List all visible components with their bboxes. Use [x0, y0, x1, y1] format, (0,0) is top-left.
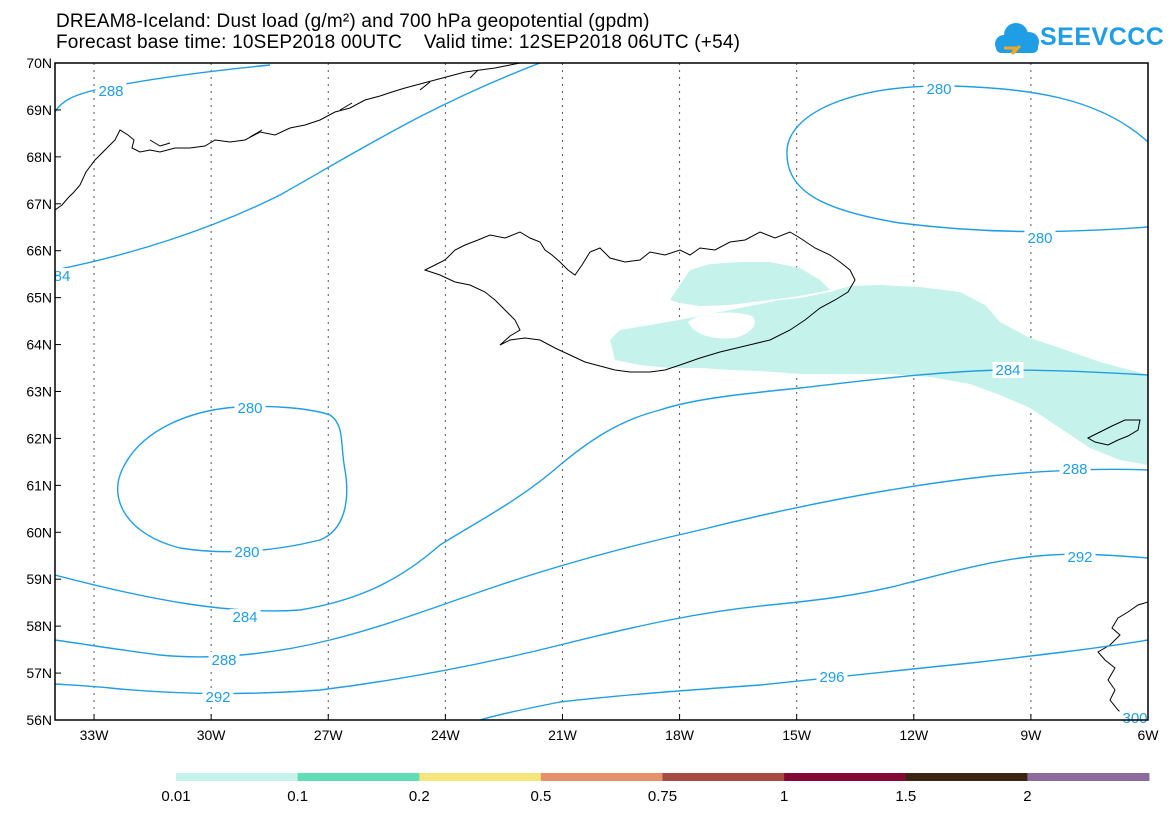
latitude-labels: 56N 57N 58N 59N 60N 61N 62N 63N 64N 65N 66N 67N 68N 6… [26, 55, 52, 728]
colorbar-segment [419, 773, 542, 781]
faroe-islands [1086, 419, 1141, 446]
contour-label-bg [1059, 461, 1091, 477]
colorbar-label: 0.01 [161, 788, 190, 805]
contour-label: 292 [1067, 549, 1092, 566]
lat-label: 57N [26, 665, 52, 681]
logo-text: SEEVCCC [1040, 23, 1165, 51]
colorbar-label: 0.1 [287, 788, 308, 805]
axis-ticks [55, 62, 1149, 721]
lat-label: 64N [26, 337, 52, 353]
contour-label: 280 [237, 400, 262, 417]
greenland-coastline [55, 63, 521, 211]
contour-label: 284 [232, 609, 257, 626]
lon-label: 18W [665, 727, 695, 743]
lat-label: 67N [26, 196, 52, 212]
map-frame [54, 62, 1149, 721]
contour-label-bg [923, 81, 955, 97]
colorbar-label: 0.75 [648, 788, 677, 805]
lon-label: 24W [431, 727, 461, 743]
map-subtitle: Forecast base time: 10SEP2018 00UTC Vali… [56, 32, 741, 53]
contour-label-bg [816, 669, 848, 685]
contour-label-bg [51, 268, 73, 284]
lon-label: 21W [548, 727, 578, 743]
lon-label: 33W [80, 727, 110, 743]
colorbar-label: 2 [1023, 788, 1031, 805]
lon-label: 9W [1020, 727, 1042, 743]
lon-label: 12W [899, 727, 929, 743]
cloud-icon [995, 23, 1039, 56]
contour-label-bg [229, 609, 261, 625]
contour-label-bg [992, 362, 1024, 378]
contour-label-bg [208, 652, 240, 668]
colorbar-label: 0.5 [530, 788, 551, 805]
contour-label: 296 [819, 669, 844, 686]
colorbar-labels: 0.01 0.1 0.2 0.5 0.75 1 1.5 2 [161, 788, 1031, 805]
contour-label: 280 [926, 81, 951, 98]
colorbar-segment [176, 773, 299, 781]
contour-label-bg [234, 400, 266, 416]
lon-label: 30W [197, 727, 227, 743]
dust-load-area [610, 262, 1148, 465]
lon-label: 15W [782, 727, 812, 743]
lat-label: 61N [26, 477, 52, 493]
lat-label: 62N [26, 430, 52, 446]
lat-label: 68N [26, 149, 52, 165]
lat-label: 65N [26, 290, 52, 306]
contour-label-bg [231, 544, 263, 560]
lat-label: 60N [26, 524, 52, 540]
contour-label: 288 [98, 83, 123, 100]
map-title: DREAM8-Iceland: Dust load (g/m²) and 700… [56, 11, 650, 32]
lon-label: 27W [314, 727, 344, 743]
contour-labels: 288 84 280 280 280 280 284 288 292 284 288 292 296 30… [51, 81, 1151, 727]
contour-label: 288 [1062, 461, 1087, 478]
contour-label: 300 [1122, 710, 1147, 727]
lat-label: 59N [26, 571, 52, 587]
contour-label-bg [95, 83, 127, 99]
lon-label: 6W [1138, 727, 1160, 743]
colorbar-label: 0.2 [409, 788, 430, 805]
contour-label: 84 [54, 268, 71, 285]
lat-label: 69N [26, 102, 52, 118]
contour-label: 284 [995, 362, 1020, 379]
colorbar-label: 1 [780, 788, 788, 805]
colorbar-segment [905, 773, 1028, 781]
colorbar-label: 1.5 [895, 788, 916, 805]
colorbar-segment [784, 773, 907, 781]
colorbar-segment [297, 773, 420, 781]
dust-colorbar [176, 773, 1150, 781]
lat-label: 63N [26, 384, 52, 400]
contour-label-bg [1119, 710, 1151, 726]
lat-label: 56N [26, 712, 52, 728]
lat-label: 58N [26, 618, 52, 634]
contour-label: 292 [205, 689, 230, 706]
colorbar-segment [540, 773, 663, 781]
geopotential-contours [55, 63, 1148, 720]
contour-label: 280 [234, 544, 259, 561]
grid-lines [93, 63, 1032, 720]
contour-label: 288 [211, 652, 236, 669]
scotland-coastline [1097, 601, 1148, 719]
contour-label-bg [202, 689, 234, 705]
lat-label: 66N [26, 243, 52, 259]
colorbar-segment [1027, 773, 1150, 781]
lat-label: 70N [26, 55, 52, 71]
contour-label: 280 [1027, 230, 1052, 247]
contour-label-bg [1064, 549, 1096, 565]
colorbar-segment [662, 773, 785, 781]
iceland-coastline [423, 231, 856, 373]
longitude-labels: 33W 30W 27W 24W 21W 18W 15W 12W 9W 6W [80, 727, 1160, 743]
contour-label-bg [1024, 230, 1056, 246]
